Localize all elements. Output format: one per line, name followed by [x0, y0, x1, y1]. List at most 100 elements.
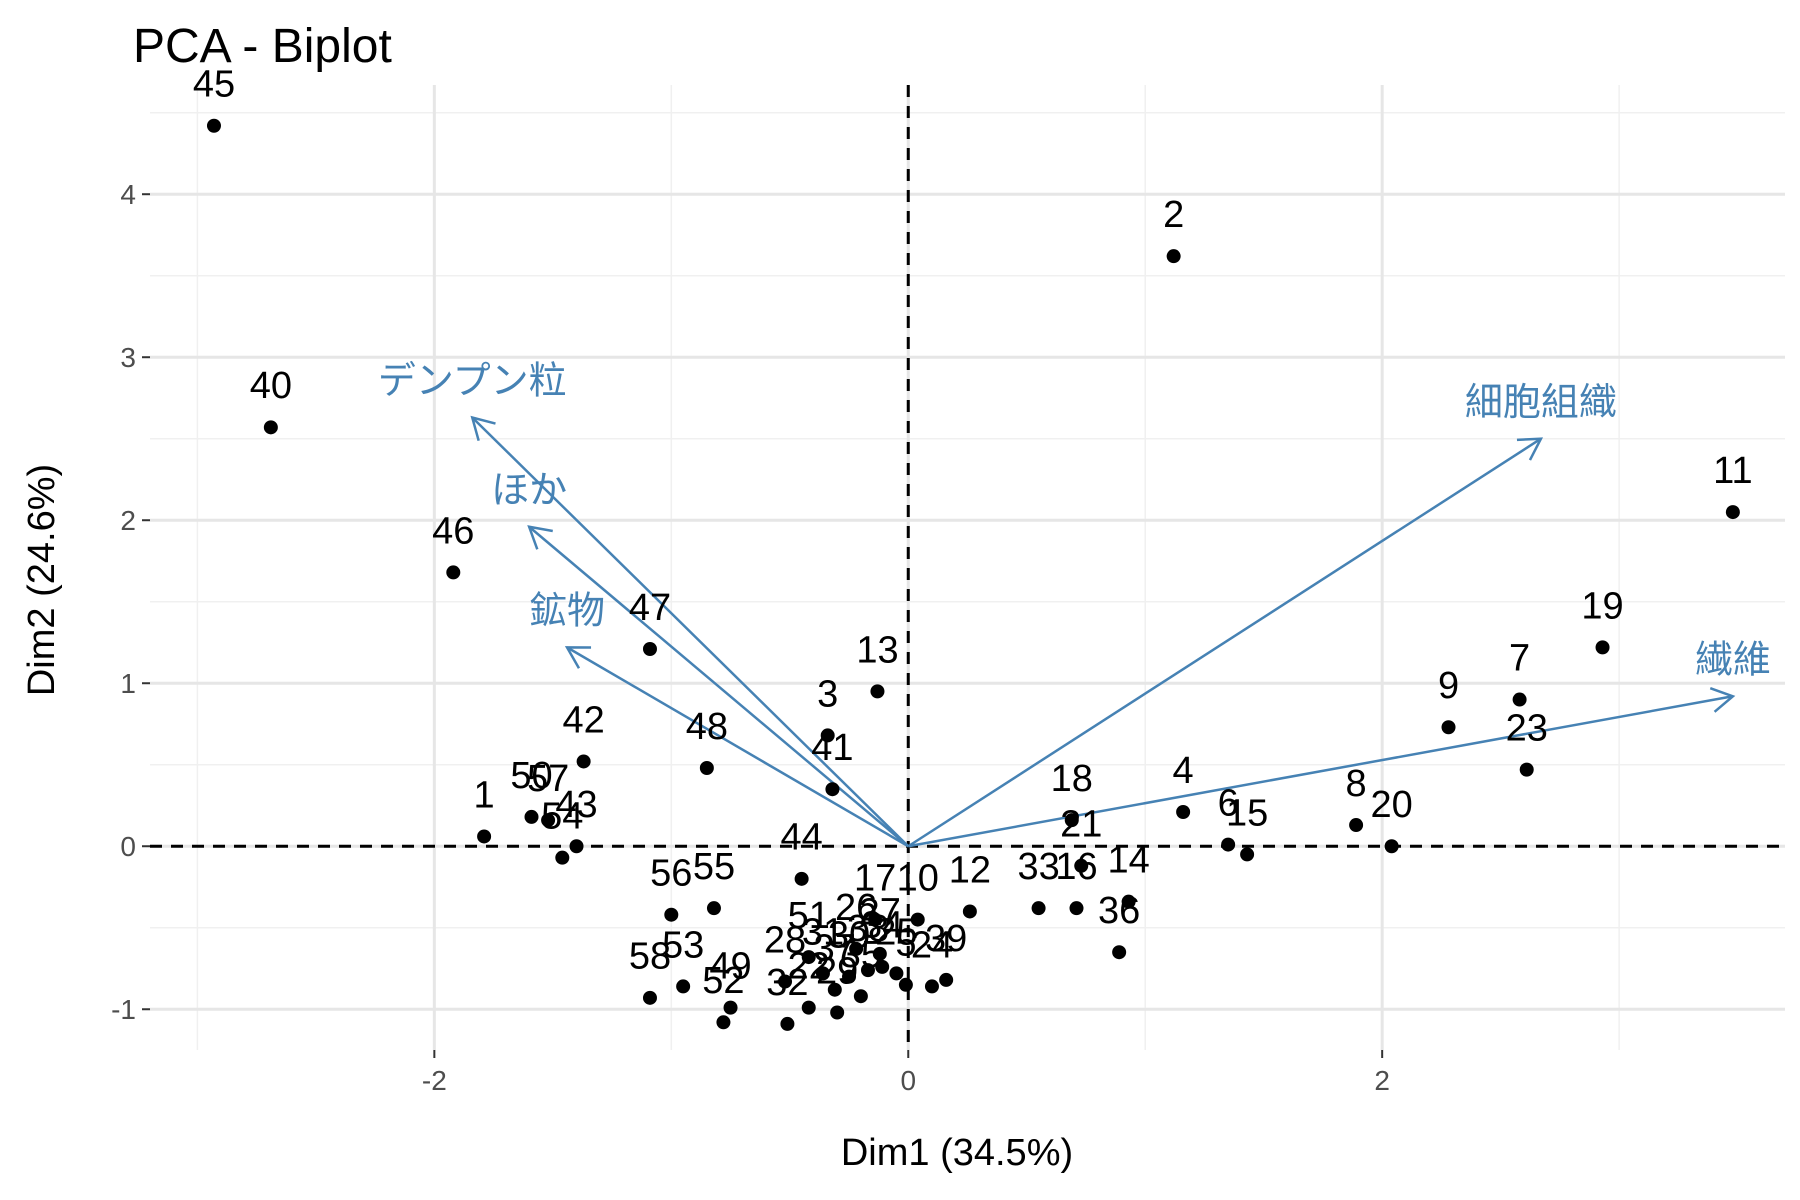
point-label: 32 [766, 962, 808, 1004]
data-point [868, 912, 883, 927]
data-point [1166, 249, 1181, 264]
data-point [780, 1016, 795, 1031]
point-label: 42 [562, 699, 604, 741]
point-label: 17 [854, 857, 896, 899]
point-label: 35 [840, 934, 882, 976]
variable-arrow-head [1709, 687, 1736, 713]
data-point [875, 959, 890, 974]
y-tick-label: 3 [120, 342, 136, 373]
data-point [924, 979, 939, 994]
data-point [576, 754, 591, 769]
data-point [853, 989, 868, 1004]
y-axis-title: Dim2 (24.6%) [21, 464, 63, 696]
data-point [642, 642, 657, 657]
y-tick-label: 1 [120, 668, 136, 699]
data-point [815, 966, 830, 981]
point-label: 46 [432, 510, 474, 552]
data-point [820, 728, 835, 743]
point-label: 3 [817, 673, 838, 715]
y-tick-label: -1 [111, 994, 136, 1025]
variable-arrow [566, 646, 909, 848]
reference-lines [150, 85, 1785, 1050]
point-label: 36 [1098, 890, 1140, 932]
data-point [1221, 837, 1236, 852]
data-point [1519, 762, 1534, 777]
data-point [1384, 839, 1399, 854]
data-point [1121, 894, 1136, 909]
data-point [1064, 813, 1079, 828]
point-label: 12 [949, 849, 991, 891]
point-label: 15 [1226, 792, 1268, 834]
point-label: 57 [527, 758, 569, 800]
point-label: 28 [764, 919, 806, 961]
point-label: 23 [1506, 708, 1548, 750]
variable-arrow-head [470, 415, 496, 441]
data-point [801, 950, 816, 965]
y-tick-label: 4 [120, 179, 136, 210]
data-point [664, 907, 679, 922]
data-point [794, 871, 809, 886]
variable-label: デンプン粒 [378, 359, 567, 403]
data-point [870, 684, 885, 699]
point-label: 14 [1107, 840, 1149, 882]
data-point [830, 1005, 845, 1020]
data-point [1441, 720, 1456, 735]
point-label: 43 [555, 784, 597, 826]
variable-arrow-head [564, 646, 592, 669]
y-tick-label: 2 [120, 505, 136, 536]
point-label: 54 [541, 796, 583, 838]
point-label: 52 [702, 960, 744, 1002]
point-label: 19 [1581, 585, 1623, 627]
data-point [1595, 640, 1610, 655]
data-point [910, 912, 925, 927]
data-point [1031, 901, 1046, 916]
data-point [699, 760, 714, 775]
point-label: 4 [1173, 750, 1194, 792]
point-label: 53 [662, 924, 704, 966]
grid-lines [150, 85, 1785, 1050]
data-point [889, 966, 904, 981]
data-point [642, 990, 657, 1005]
data-point [1725, 505, 1740, 520]
point-label: 49 [709, 945, 751, 987]
data-point [676, 979, 691, 994]
x-tick-label: 0 [900, 1065, 916, 1096]
point-label: 29 [816, 950, 858, 992]
point-label: 20 [1371, 784, 1413, 826]
point-label: 41 [811, 727, 853, 769]
data-point [706, 901, 721, 916]
point-label: 47 [629, 587, 671, 629]
point-label: 22 [788, 945, 830, 987]
data-point [541, 813, 556, 828]
point-label: 51 [788, 895, 830, 937]
point-label: 24 [911, 924, 953, 966]
point-label: 6 [1218, 782, 1239, 824]
variable-arrow [528, 525, 910, 848]
point-label: 1 [474, 774, 495, 816]
point-label: 33 [1017, 846, 1059, 888]
point-label: 18 [1051, 758, 1093, 800]
data-point [1240, 847, 1255, 862]
data-point [263, 420, 278, 435]
point-label: 45 [193, 64, 235, 106]
point-label: 13 [856, 629, 898, 671]
point-label: 38 [847, 908, 889, 950]
variable-arrow-head [1516, 437, 1544, 461]
point-label: 10 [897, 857, 939, 899]
data-point [1074, 858, 1089, 873]
data-point [1512, 692, 1527, 707]
variable-label: 細胞組織 [1465, 380, 1617, 424]
data-point [801, 1000, 816, 1015]
data-point [849, 941, 864, 956]
point-label: 8 [1346, 763, 1367, 805]
variable-label: ほか [491, 468, 567, 512]
data-point [446, 565, 461, 580]
x-tick-label: 2 [1374, 1065, 1390, 1096]
data-point [939, 972, 954, 987]
data-point [825, 782, 840, 797]
point-label: 30 [828, 915, 870, 957]
